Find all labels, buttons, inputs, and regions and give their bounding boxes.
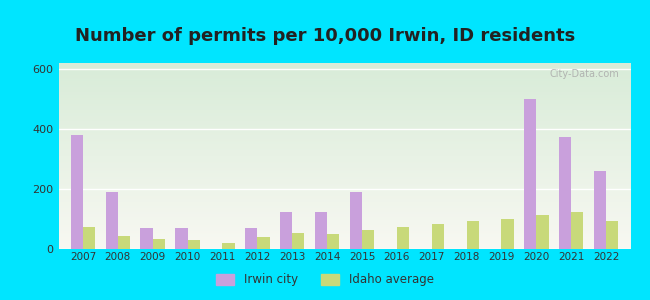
Bar	[501, 219, 514, 249]
Text: City-Data.com: City-Data.com	[549, 69, 619, 79]
Bar	[467, 220, 479, 249]
Bar	[153, 238, 165, 249]
Bar	[257, 237, 270, 249]
Bar	[83, 226, 95, 249]
Bar	[140, 228, 153, 249]
Bar	[188, 240, 200, 249]
Bar	[105, 192, 118, 249]
Bar	[280, 212, 292, 249]
Bar	[176, 228, 188, 249]
Bar	[362, 230, 374, 249]
Bar	[245, 228, 257, 249]
Bar	[71, 135, 83, 249]
Bar	[432, 224, 444, 249]
Bar	[292, 232, 304, 249]
Bar	[594, 171, 606, 249]
Bar	[315, 212, 327, 249]
Bar	[327, 234, 339, 249]
Bar	[571, 212, 584, 249]
Bar	[396, 226, 409, 249]
Text: Number of permits per 10,000 Irwin, ID residents: Number of permits per 10,000 Irwin, ID r…	[75, 27, 575, 45]
Bar	[222, 243, 235, 249]
Bar	[350, 192, 362, 249]
Bar	[606, 220, 618, 249]
Legend: Irwin city, Idaho average: Irwin city, Idaho average	[212, 269, 438, 291]
Bar	[118, 236, 130, 249]
Bar	[536, 214, 549, 249]
Bar	[559, 136, 571, 249]
Bar	[524, 99, 536, 249]
